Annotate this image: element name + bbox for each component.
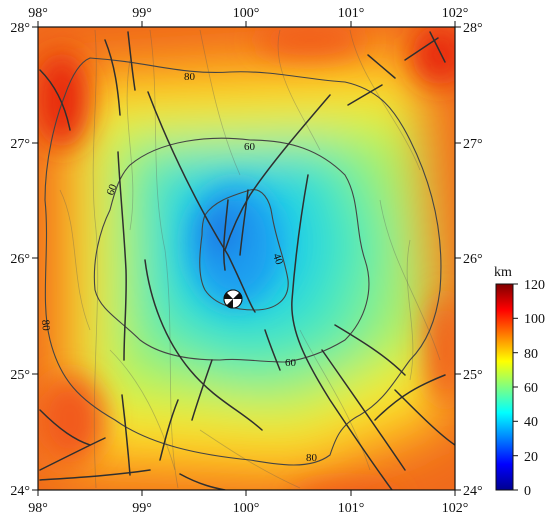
contour-label-40: 40 <box>270 252 285 267</box>
lon-label-top-102: 102° <box>442 6 469 21</box>
lat-label-right-25: 25° <box>463 368 483 383</box>
lon-label-bottom-99: 99° <box>132 501 152 516</box>
lon-label-top-100: 100° <box>233 6 260 21</box>
lat-label-right-26: 26° <box>463 252 483 267</box>
colorbar-tick-100: 100 <box>524 312 545 327</box>
contour-label-80-left: 80 <box>39 319 52 332</box>
lon-label-top-101: 101° <box>338 6 365 21</box>
contour-label-80-top: 80 <box>184 71 196 83</box>
lat-labels-left: 24° 25° 26° 27° 28° <box>10 21 30 499</box>
colorbar-unit: km <box>494 265 512 280</box>
colorbar-tick-80: 80 <box>524 347 538 362</box>
lat-label-left-24: 24° <box>10 484 30 499</box>
lat-label-right-27: 27° <box>463 137 483 152</box>
lat-label-left-28: 28° <box>10 21 30 36</box>
lat-label-right-28: 28° <box>463 21 483 36</box>
lat-label-left-26: 26° <box>10 252 30 267</box>
contour-label-60-top: 60 <box>244 141 256 153</box>
lon-label-bottom-100: 100° <box>233 501 260 516</box>
lon-label-bottom-101: 101° <box>338 501 365 516</box>
fault-lines <box>39 31 455 490</box>
depth-field <box>38 27 455 490</box>
colorbar-tick-60: 60 <box>524 381 538 396</box>
lat-label-left-25: 25° <box>10 368 30 383</box>
colorbar: km 0 20 40 60 80 100 120 <box>494 265 545 499</box>
lon-label-bottom-98: 98° <box>28 501 48 516</box>
contour-label-60-bottom: 60 <box>285 357 297 369</box>
colorbar-tick-20: 20 <box>524 450 538 465</box>
contour-80 <box>44 57 442 466</box>
tick-marks <box>32 21 461 496</box>
contour-label-60-left: 60 <box>105 182 120 197</box>
contour-60 <box>93 137 370 363</box>
lat-labels-right: 24° 25° 26° 27° 28° <box>463 21 483 499</box>
lon-label-top-99: 99° <box>132 6 152 21</box>
beachball-focal-mechanism-icon <box>223 289 243 309</box>
lon-labels-bottom: 98° 99° 100° 101° 102° <box>28 501 468 516</box>
lon-label-bottom-102: 102° <box>442 501 469 516</box>
colorbar-tick-0: 0 <box>524 484 531 499</box>
lat-label-left-27: 27° <box>10 137 30 152</box>
contour-labels: 80 60 60 40 80 60 80 <box>39 71 317 464</box>
lat-label-right-24: 24° <box>463 484 483 499</box>
colorbar-tick-120: 120 <box>524 278 545 293</box>
lon-label-top-98: 98° <box>28 6 48 21</box>
colorbar-ramp <box>495 283 514 491</box>
lon-labels-top: 98° 99° 100° 101° 102° <box>28 6 468 21</box>
contour-label-80-bottom: 80 <box>306 452 318 464</box>
colorbar-tick-40: 40 <box>524 415 538 430</box>
